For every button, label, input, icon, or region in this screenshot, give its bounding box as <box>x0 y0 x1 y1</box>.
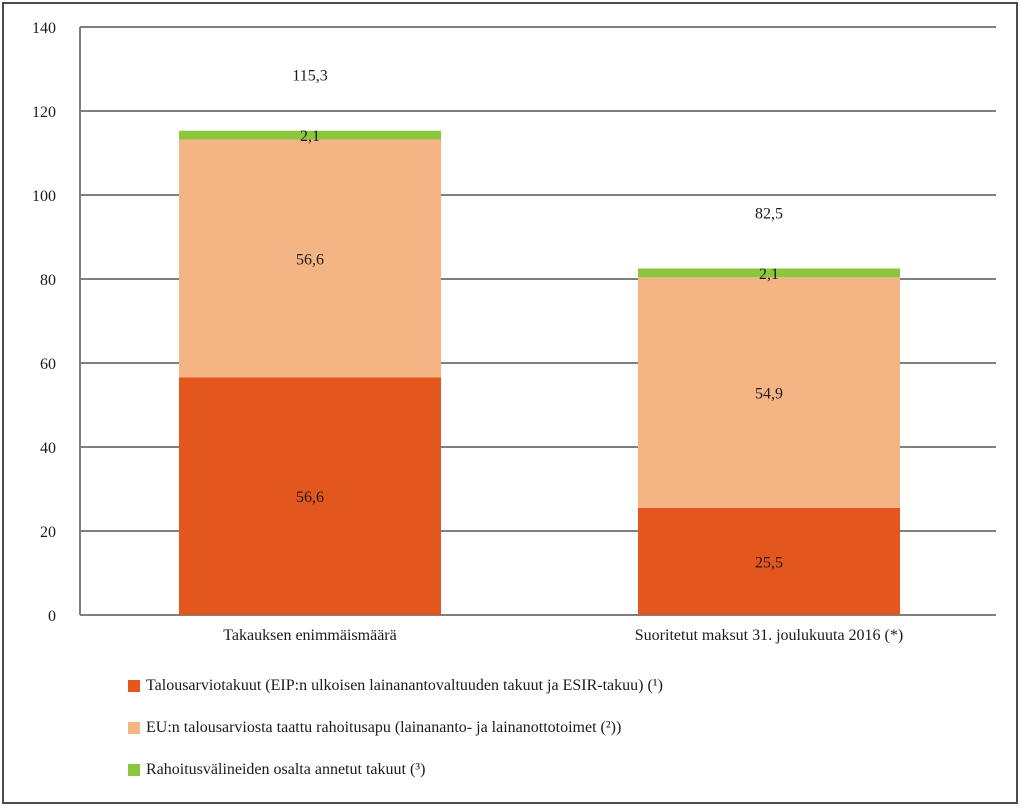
y-tick-label: 0 <box>48 608 56 625</box>
legend-label: Rahoitusvälineiden osalta annetut takuut… <box>146 761 426 778</box>
legend-item-rahoitusvalineet: Rahoitusvälineiden osalta annetut takuut… <box>128 760 663 780</box>
total-label: 115,3 <box>292 68 327 85</box>
legend: Talousarviotakuut (EIP:n ulkoisen lainan… <box>128 676 663 802</box>
bar-segment <box>638 507 900 615</box>
y-tick-label: 140 <box>32 20 56 37</box>
y-tick-label: 20 <box>40 524 56 541</box>
y-tick-label: 120 <box>32 104 56 121</box>
data-label: 56,6 <box>296 489 324 506</box>
y-tick-label: 80 <box>40 272 56 289</box>
legend-swatch <box>128 722 140 734</box>
x-category-label: Suoritetut maksut 31. joulukuuta 2016 (*… <box>635 627 903 644</box>
data-label: 2,1 <box>759 266 779 283</box>
legend-label: Talousarviotakuut (EIP:n ulkoisen lainan… <box>146 677 663 694</box>
total-label: 82,5 <box>755 206 783 223</box>
bar-segment <box>179 130 441 140</box>
legend-item-rahoitusapu: EU:n talousarviosta taattu rahoitusapu (… <box>128 718 663 738</box>
data-labels: 56,6 56,6 2,1 115,3 25,5 54,9 2,1 82,5 <box>292 68 783 572</box>
bar-segment <box>638 268 900 278</box>
x-axis-categories: Takauksen enimmäismäärä Suoritetut maksut… <box>223 627 903 644</box>
data-label: 54,9 <box>755 386 783 403</box>
y-axis: 0 20 40 60 80 100 120 140 <box>32 20 81 625</box>
bar-segment <box>179 377 441 615</box>
legend-label: EU:n talousarviosta taattu rahoitusapu (… <box>146 719 622 736</box>
legend-item-talousarviotakuut: Talousarviotakuut (EIP:n ulkoisen lainan… <box>128 676 663 696</box>
data-label: 56,6 <box>296 251 324 268</box>
y-tick-label: 60 <box>40 356 56 373</box>
data-label: 25,5 <box>755 554 783 571</box>
bar-segment <box>638 277 900 508</box>
y-tick-label: 100 <box>32 188 56 205</box>
legend-swatch <box>128 764 140 776</box>
legend-swatch <box>128 680 140 692</box>
bars <box>179 130 900 615</box>
x-category-label: Takauksen enimmäismäärä <box>223 627 396 644</box>
y-tick-label: 40 <box>40 440 56 457</box>
bar-segment <box>179 139 441 378</box>
data-label: 2,1 <box>300 128 320 145</box>
